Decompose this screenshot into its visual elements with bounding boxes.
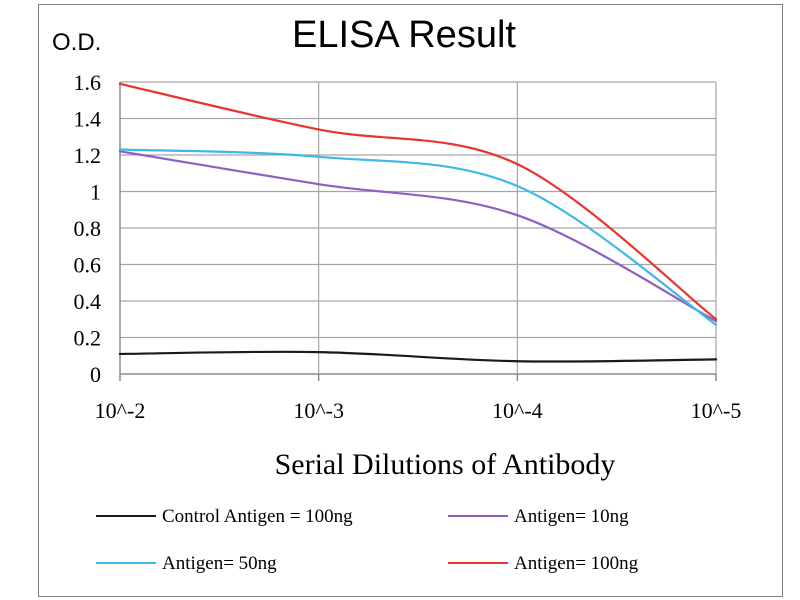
- data-point: [516, 214, 519, 217]
- series-lines: [118, 82, 718, 363]
- data-point: [317, 350, 320, 354]
- legend-entry-label: Antigen= 10ng: [514, 506, 629, 527]
- legend-entry-label: Control Antigen = 100ng: [162, 506, 353, 527]
- y-tick-label: 1.4: [74, 107, 102, 132]
- series-line-2: [119, 148, 717, 326]
- y-tick-label: 1.6: [74, 70, 102, 95]
- data-point: [714, 319, 718, 323]
- data-point: [118, 352, 122, 356]
- y-tick-label: 0: [90, 362, 101, 387]
- legend-entry-label: Antigen= 50ng: [162, 553, 277, 574]
- data-point: [516, 184, 519, 188]
- series-line-0: [119, 350, 717, 363]
- chart-title: ELISA Result: [292, 14, 516, 56]
- data-point: [118, 150, 122, 153]
- y-tick-label: 0.4: [74, 289, 102, 314]
- x-axis-label: Serial Dilutions of Antibody: [275, 448, 616, 481]
- y-tick-label: 0.8: [74, 216, 102, 241]
- series-line-1: [119, 150, 717, 323]
- x-tick-labels: 10^-2 10^-3 10^-4 10^-5: [95, 398, 742, 423]
- y-axis-label: O.D.: [52, 29, 101, 56]
- data-point: [516, 360, 519, 363]
- data-point: [118, 148, 122, 151]
- axes: [119, 82, 717, 381]
- data-point: [714, 323, 718, 326]
- y-tick-labels: 0 0.2 0.4 0.6 0.8 1 1.2 1.4 1.6: [74, 70, 102, 387]
- y-tick-label: 1: [90, 180, 101, 205]
- legend-entry-label: Antigen= 100ng: [514, 553, 639, 574]
- data-point: [516, 162, 519, 166]
- x-tick-label: 10^-2: [95, 398, 146, 423]
- data-point: [317, 128, 320, 131]
- x-tick-label: 10^-3: [293, 398, 344, 423]
- y-tick-label: 0.6: [74, 253, 102, 278]
- x-tick-label: 10^-5: [691, 398, 742, 423]
- y-tick-label: 0.2: [74, 326, 102, 351]
- y-tick-label: 1.2: [74, 143, 102, 168]
- data-point: [317, 155, 320, 159]
- x-tick-label: 10^-4: [492, 398, 543, 423]
- data-point: [714, 358, 718, 361]
- series-line-3: [119, 82, 717, 321]
- data-point: [317, 183, 320, 186]
- legend: Control Antigen = 100ng Antigen= 10ng Anti…: [96, 506, 639, 574]
- gridlines: [120, 81, 717, 374]
- data-point: [118, 82, 122, 86]
- data-point: [714, 318, 718, 321]
